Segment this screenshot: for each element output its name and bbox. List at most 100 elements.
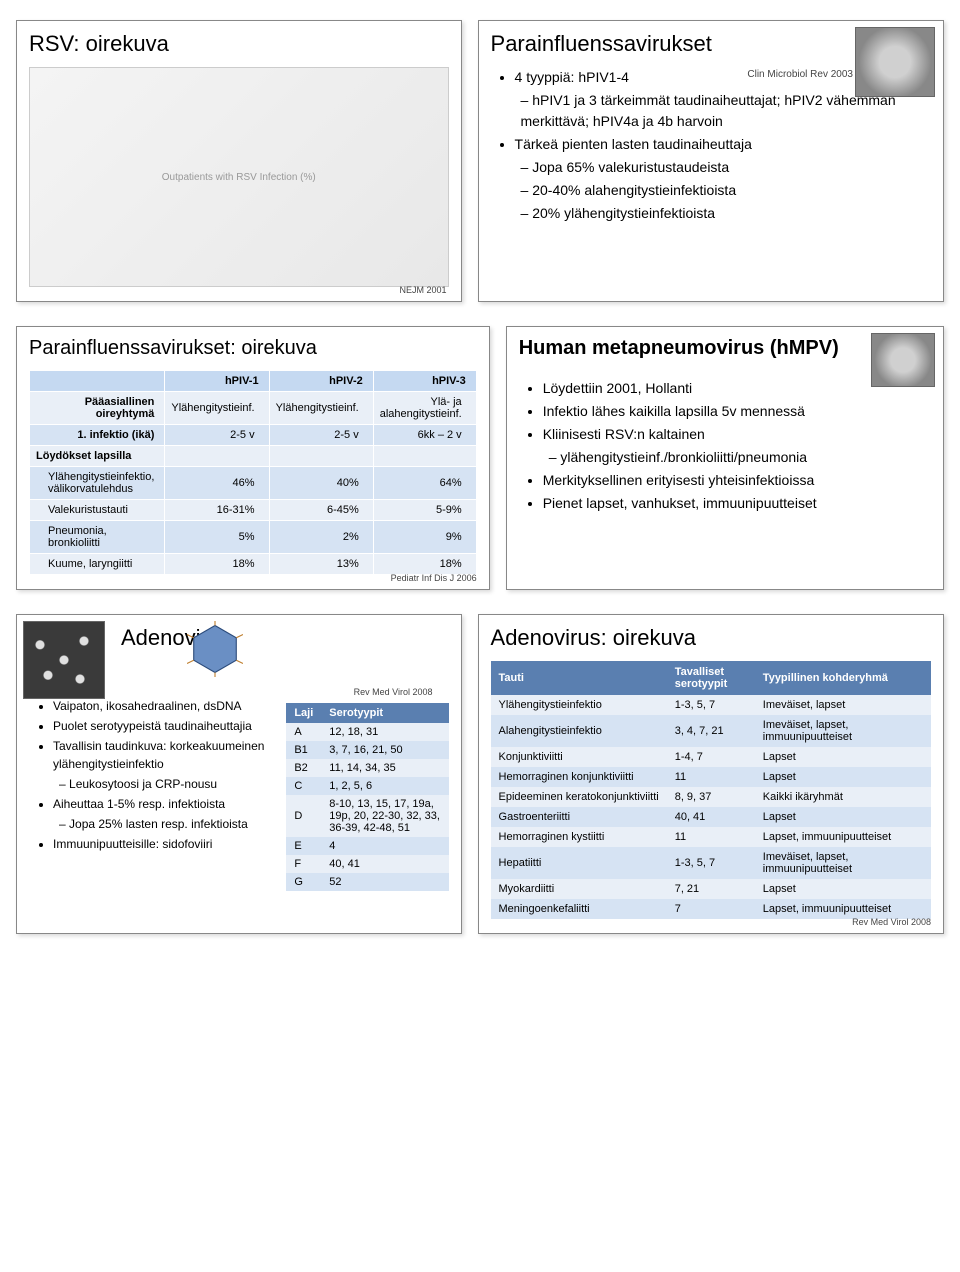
cell: 2-5 v xyxy=(269,425,373,446)
th: Tyypillinen kohderyhmä xyxy=(755,661,931,695)
table-row: Ylähengitystieinfektio1-3, 5, 7Imeväiset… xyxy=(491,695,931,715)
cell: A xyxy=(286,723,321,741)
cell: 2% xyxy=(269,521,373,554)
panel-title: Adenovirus xyxy=(121,625,449,651)
cell: Myokardiitti xyxy=(491,879,667,899)
cell: 52 xyxy=(321,873,448,891)
row-2: Parainfluenssavirukset: oirekuva hPIV-1 … xyxy=(16,326,944,590)
cell: 11 xyxy=(667,827,755,847)
hpiv-table: hPIV-1 hPIV-2 hPIV-3 Pääasiallinen oirey… xyxy=(29,370,477,575)
cell: Lapset xyxy=(755,747,931,767)
sub-bullet: Jopa 25% lasten resp. infektioista xyxy=(59,815,272,833)
bullet-list: Löydettiin 2001, Hollanti Infektio lähes… xyxy=(519,378,931,514)
virus-em-image xyxy=(855,27,935,97)
table-row: Hemorraginen konjunktiviitti11Lapset xyxy=(491,767,931,787)
bullet: Pienet lapset, vanhukset, immuunipuuttei… xyxy=(543,493,931,514)
th: hPIV-3 xyxy=(373,371,476,392)
cell: Gastroenteriitti xyxy=(491,807,667,827)
row-label: Pneumonia, bronkioliitti xyxy=(30,521,165,554)
cell: 5% xyxy=(165,521,269,554)
citation: Clin Microbiol Rev 2003 xyxy=(747,69,853,80)
bullet-list: Vaipaton, ikosahedraalinen, dsDNA Puolet… xyxy=(29,697,272,853)
row-label: Pääasiallinen oireyhtymä xyxy=(30,392,165,425)
cell: Hemorraginen kystiitti xyxy=(491,827,667,847)
cell: D xyxy=(286,795,321,837)
table-row: Alahengitystieinfektio3, 4, 7, 21Imeväis… xyxy=(491,715,931,747)
th: Laji xyxy=(286,703,321,723)
cell: 12, 18, 31 xyxy=(321,723,448,741)
table-row: Epideeminen keratokonjunktiviitti8, 9, 3… xyxy=(491,787,931,807)
cell: Kaikki ikäryhmät xyxy=(755,787,931,807)
panel-title: RSV: oirekuva xyxy=(29,31,449,57)
cell: 3, 4, 7, 21 xyxy=(667,715,755,747)
cell: Lapset xyxy=(755,807,931,827)
bullet: Infektio lähes kaikilla lapsilla 5v menn… xyxy=(543,401,931,422)
table-row: F40, 41 xyxy=(286,855,448,873)
cell xyxy=(165,446,269,467)
cell: 1-3, 5, 7 xyxy=(667,695,755,715)
cell: Meningoenkefaliitti xyxy=(491,899,667,919)
th xyxy=(30,371,165,392)
cell: Hepatiitti xyxy=(491,847,667,879)
row-3: Adenovirus Rev Med Virol 2008 Vaipaton, … xyxy=(16,614,944,934)
panel-title: Parainfluenssavirukset: oirekuva xyxy=(29,337,477,360)
cell: 1-4, 7 xyxy=(667,747,755,767)
adeno-serotype-table: Laji Serotyypit A12, 18, 31B13, 7, 16, 2… xyxy=(286,703,448,891)
panel-title: Human metapneumovirus (hMPV) xyxy=(519,337,931,360)
table-row: B211, 14, 34, 35 xyxy=(286,759,448,777)
sub-bullet: 20-40% alahengitystieinfektioista xyxy=(521,180,931,201)
cell: 1, 2, 5, 6 xyxy=(321,777,448,795)
cell: Alahengitystieinfektio xyxy=(491,715,667,747)
th: hPIV-1 xyxy=(165,371,269,392)
th: Serotyypit xyxy=(321,703,448,723)
cell: 64% xyxy=(373,467,476,500)
bullet: Merkityksellinen erityisesti yhteisinfek… xyxy=(543,470,931,491)
cell: 1-3, 5, 7 xyxy=(667,847,755,879)
cell xyxy=(269,446,373,467)
cell: 3, 7, 16, 21, 50 xyxy=(321,741,448,759)
cell: Lapset, immuunipuutteiset xyxy=(755,899,931,919)
citation: Rev Med Virol 2008 xyxy=(354,687,433,697)
bullet: Aiheuttaa 1-5% resp. infektioista xyxy=(53,795,272,813)
cell: Imeväiset, lapset, immuunipuutteiset xyxy=(755,715,931,747)
table-row: Gastroenteriitti40, 41Lapset xyxy=(491,807,931,827)
cell: 6-45% xyxy=(269,500,373,521)
cell: Ylähengitystieinf. xyxy=(165,392,269,425)
cell: Imeväiset, lapset xyxy=(755,695,931,715)
cell: 11, 14, 34, 35 xyxy=(321,759,448,777)
cell: 5-9% xyxy=(373,500,476,521)
bullet: Kliinisesti RSV:n kaltainen xyxy=(543,424,931,445)
th: hPIV-2 xyxy=(269,371,373,392)
row-label: Löydökset lapsilla xyxy=(30,446,165,467)
cell: 46% xyxy=(165,467,269,500)
table-row: G52 xyxy=(286,873,448,891)
cell: Lapset xyxy=(755,767,931,787)
cell: 40% xyxy=(269,467,373,500)
cell: 2-5 v xyxy=(165,425,269,446)
panel-parainfluenssa-oirekuva: Parainfluenssavirukset: oirekuva hPIV-1 … xyxy=(16,326,490,590)
virus-em-image xyxy=(23,621,105,699)
cell: C xyxy=(286,777,321,795)
table-row: B13, 7, 16, 21, 50 xyxy=(286,741,448,759)
bullet: Tärkeä pienten lasten taudinaiheuttaja xyxy=(515,134,931,155)
cell xyxy=(373,446,476,467)
table-row: C1, 2, 5, 6 xyxy=(286,777,448,795)
th: Tauti xyxy=(491,661,667,695)
sub-bullet: Leukosytoosi ja CRP-nousu xyxy=(59,775,272,793)
cell: B2 xyxy=(286,759,321,777)
cell: Ylähengitystieinfektio xyxy=(491,695,667,715)
rsv-bar-chart: Outpatients with RSV Infection (%) xyxy=(29,67,449,287)
citation: Pediatr Inf Dis J 2006 xyxy=(391,573,477,583)
cell: Lapset xyxy=(755,879,931,899)
cell: 7 xyxy=(667,899,755,919)
panel-hmpv: Human metapneumovirus (hMPV) Löydettiin … xyxy=(506,326,944,590)
th: Tavalliset serotyypit xyxy=(667,661,755,695)
bullet: Vaipaton, ikosahedraalinen, dsDNA xyxy=(53,697,272,715)
cell: 16-31% xyxy=(165,500,269,521)
sub-bullet: ylähengitystieinf./bronkioliitti/pneumon… xyxy=(549,447,931,468)
cell: 13% xyxy=(269,554,373,575)
panel-rsv-oirekuva: RSV: oirekuva Outpatients with RSV Infec… xyxy=(16,20,462,302)
cell: 8, 9, 37 xyxy=(667,787,755,807)
cell: 40, 41 xyxy=(321,855,448,873)
panel-title: Adenovirus: oirekuva xyxy=(491,625,931,651)
